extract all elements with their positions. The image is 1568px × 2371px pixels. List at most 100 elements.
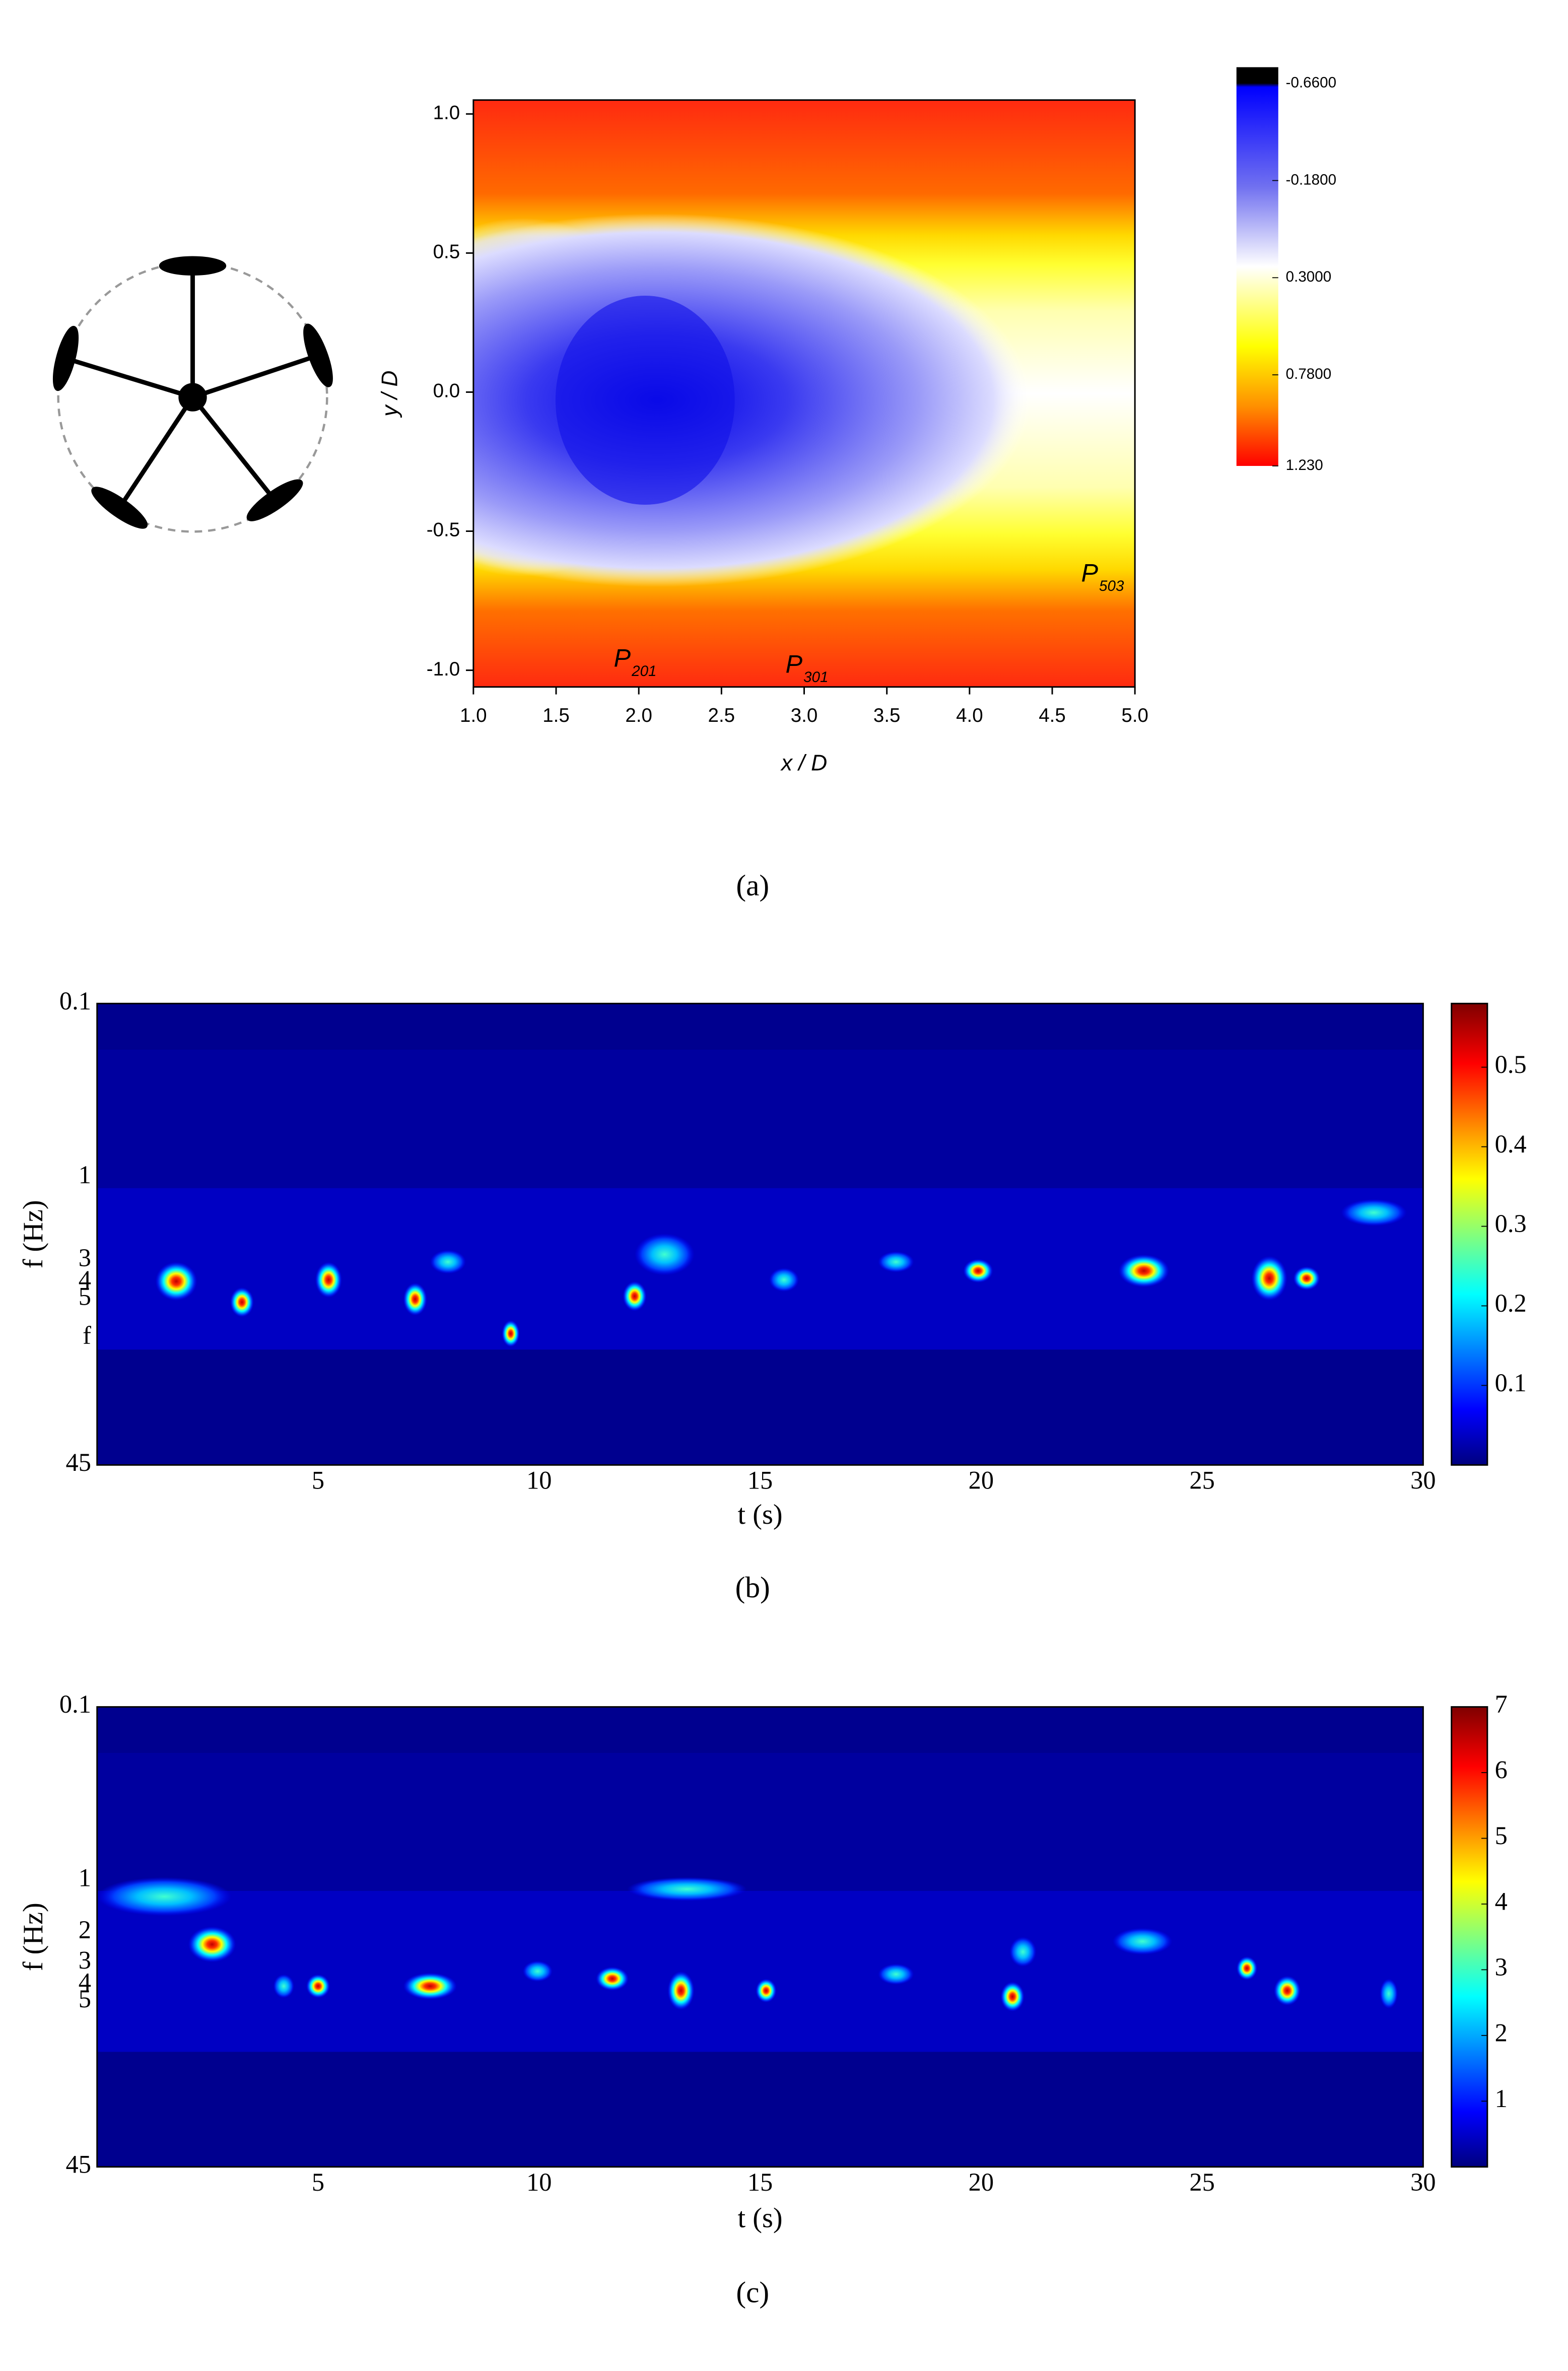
annotation: P bbox=[1081, 559, 1098, 587]
x-tick-label: 5.0 bbox=[1121, 705, 1148, 726]
field-spot bbox=[97, 1877, 232, 1916]
x-tick-label: 20 bbox=[969, 2168, 994, 2196]
x-tick-label: 5 bbox=[312, 2168, 324, 2196]
field-band bbox=[97, 1049, 1423, 1188]
y-tick-label: -0.5 bbox=[427, 519, 460, 541]
field-band bbox=[97, 1890, 1423, 2052]
x-tick-label: 1.5 bbox=[542, 705, 570, 726]
field-spot bbox=[403, 1973, 457, 2000]
field-spot bbox=[155, 1262, 197, 1301]
field-band bbox=[97, 1752, 1423, 1891]
y-tick-label: 2 bbox=[79, 1916, 91, 1944]
colorbar-tick-label: 0.1 bbox=[1495, 1369, 1527, 1397]
contour-field bbox=[97, 1707, 1423, 2167]
x-tick-label: 2.0 bbox=[625, 705, 652, 726]
colorbar-tick-label: 2 bbox=[1495, 2018, 1508, 2047]
contour-field bbox=[473, 100, 1135, 687]
colorbar-tick-label: 5 bbox=[1495, 1821, 1508, 1850]
field-spot bbox=[1251, 1256, 1287, 1301]
y-tick-label: 45 bbox=[66, 2150, 91, 2178]
field-spot bbox=[1118, 1254, 1170, 1288]
x-tick-label: 2.5 bbox=[708, 705, 735, 726]
annotation-subscript: 201 bbox=[631, 663, 656, 680]
field-spot bbox=[315, 1262, 342, 1298]
y-tick-label: 0.1 bbox=[59, 987, 91, 1015]
field-spot bbox=[306, 1974, 330, 1998]
colorbar-tick-label: 3 bbox=[1495, 1953, 1508, 1981]
field-spot bbox=[635, 1233, 695, 1275]
colorbar-tick-label: 1 bbox=[1495, 2084, 1508, 2113]
x-tick-label: 3.0 bbox=[791, 705, 818, 726]
x-tick-label: 25 bbox=[1189, 2168, 1214, 2196]
field-spot bbox=[756, 1979, 777, 2003]
colorbar-tick-label: 6 bbox=[1495, 1756, 1508, 1784]
colorbar-tick-label: 0.7800 bbox=[1286, 366, 1332, 382]
caption: (c) bbox=[736, 2275, 769, 2309]
field-spot bbox=[1380, 1979, 1398, 2009]
annotation-subscript: 503 bbox=[1099, 578, 1124, 594]
plot-frame bbox=[96, 1002, 1424, 1466]
field-spot bbox=[623, 1281, 647, 1311]
y-axis-label: f (Hz) bbox=[18, 1903, 49, 1971]
y-tick-label: f bbox=[83, 1321, 91, 1349]
y-tick-label: 45 bbox=[66, 1448, 91, 1476]
y-tick-label: 4 bbox=[79, 1968, 91, 1996]
x-tick-label: 4.0 bbox=[956, 705, 983, 726]
field-spot bbox=[230, 1287, 254, 1317]
colorbar-tick-label: 1.230 bbox=[1286, 457, 1323, 473]
field-spot bbox=[667, 1971, 695, 2010]
field-spot bbox=[1293, 1266, 1320, 1291]
colorbar bbox=[1236, 67, 1278, 466]
x-tick-label: 4.5 bbox=[1039, 705, 1066, 726]
y-tick-label: 0.5 bbox=[433, 241, 460, 263]
field-spot bbox=[522, 1960, 553, 1982]
colorbar-tick-label: 0.5 bbox=[1495, 1050, 1527, 1078]
annotation: P bbox=[785, 650, 802, 679]
field-spot bbox=[502, 1320, 520, 1347]
field-spot bbox=[1236, 1956, 1258, 1981]
x-tick-label: 15 bbox=[747, 1466, 773, 1494]
field-spot bbox=[1112, 1928, 1173, 1955]
field-spot bbox=[963, 1259, 993, 1283]
colorbar bbox=[1451, 1002, 1488, 1466]
x-tick-label: 30 bbox=[1410, 2168, 1436, 2196]
field-core bbox=[555, 296, 735, 505]
caption: (b) bbox=[735, 1571, 770, 1604]
field-spot bbox=[188, 1926, 236, 1962]
x-tick-label: 10 bbox=[526, 1466, 552, 1494]
y-tick-label: 4 bbox=[79, 1265, 91, 1294]
y-tick-label: -1.0 bbox=[427, 658, 460, 680]
y-tick-label: 5 bbox=[79, 1282, 91, 1310]
contour-field bbox=[97, 1003, 1423, 1465]
y-axis-label: y / D bbox=[378, 370, 402, 418]
x-tick-label: 5 bbox=[312, 1466, 324, 1494]
colorbar-tick-label: 0.4 bbox=[1495, 1130, 1527, 1158]
y-tick-label: 5 bbox=[79, 1985, 91, 2013]
x-tick-label: 20 bbox=[969, 1466, 994, 1494]
field-band bbox=[97, 1188, 1423, 1350]
caption: (a) bbox=[736, 869, 769, 902]
y-tick-label: 0.1 bbox=[59, 1690, 91, 1718]
x-axis-label: x / D bbox=[780, 751, 827, 776]
x-tick-label: 25 bbox=[1189, 1466, 1214, 1494]
panel: 1.0 1.5 2.0 2.5 3.0 3.5 4.0 4.5 5.0 -1.0 -0.5 0.0 0.… bbox=[378, 67, 1336, 902]
rotor-diagram bbox=[52, 256, 333, 533]
field-spot bbox=[878, 1251, 914, 1272]
x-tick-label: 15 bbox=[747, 2168, 773, 2196]
annotation-subscript: 301 bbox=[803, 669, 828, 686]
colorbar-tick-label: 0.3000 bbox=[1286, 268, 1332, 285]
field-spot bbox=[430, 1250, 466, 1274]
field-spot bbox=[1341, 1199, 1407, 1226]
field-spot bbox=[1000, 1982, 1025, 2012]
colorbar-tick-label: 7 bbox=[1495, 1690, 1508, 1718]
y-axis-label: f (Hz) bbox=[18, 1200, 49, 1268]
y-tick-label: 1 bbox=[79, 1161, 91, 1189]
field-spot bbox=[403, 1282, 427, 1316]
colorbar-tick-label: 0.2 bbox=[1495, 1289, 1527, 1317]
field-spot bbox=[878, 1963, 914, 1985]
plot-frame bbox=[96, 1706, 1424, 2168]
colorbar-tick-label: 0.3 bbox=[1495, 1209, 1527, 1238]
x-tick-label: 1.0 bbox=[460, 705, 487, 726]
